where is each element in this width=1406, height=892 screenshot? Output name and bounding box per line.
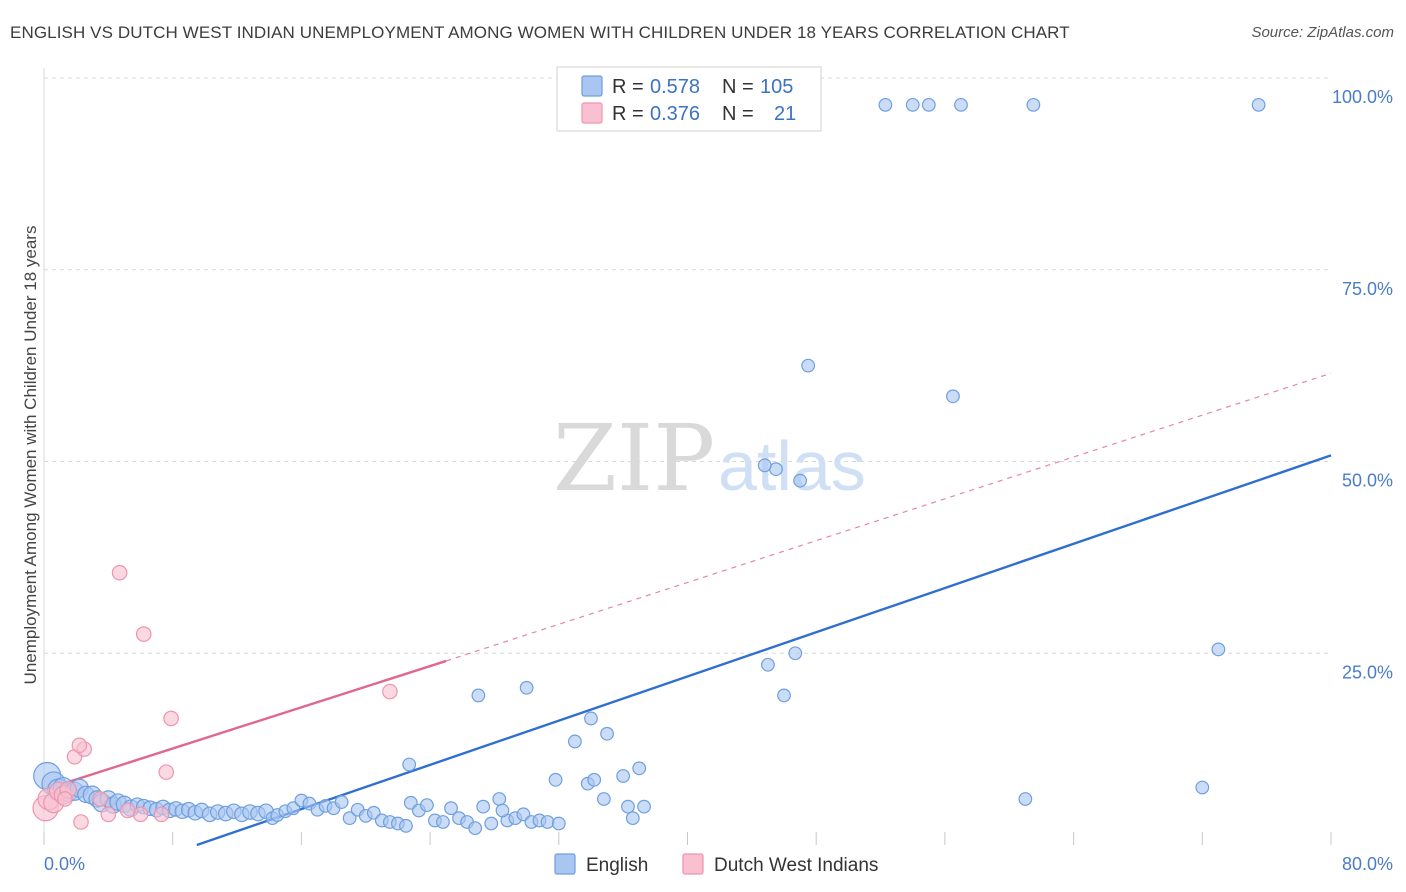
- point-dutch-14: [163, 710, 179, 727]
- point-english-83: [616, 769, 631, 783]
- point-dutch-11: [111, 564, 128, 581]
- point-english-77: [584, 711, 598, 726]
- point-english-45: [342, 811, 357, 826]
- point-dutch-18: [119, 802, 136, 819]
- point-dutch-16: [153, 806, 170, 823]
- point-english-73: [402, 757, 417, 772]
- point-english-81: [596, 792, 611, 806]
- bottom-legend-swatch-english: [554, 853, 576, 875]
- point-dutch-13: [158, 764, 175, 780]
- point-english-80: [587, 772, 602, 787]
- point-dutch-9: [92, 791, 109, 807]
- point-english-44: [334, 795, 349, 809]
- legend-r-value-english: 0.578: [650, 76, 700, 98]
- bottom-legend-english: English: [586, 855, 648, 876]
- trend-line-english: [196, 454, 1332, 847]
- legend-swatch-dutch: [581, 102, 603, 124]
- point-english-57: [436, 815, 450, 829]
- point-english-99: [954, 97, 968, 112]
- source-credit: Source: ZipAtlas.com: [1251, 24, 1394, 41]
- point-english-72: [495, 803, 510, 818]
- watermark: ZIP atlas: [553, 405, 866, 512]
- watermark-atlas: atlas: [718, 427, 866, 505]
- trend-line-dutch: [43, 659, 447, 791]
- legend-n-label-english: N =: [722, 76, 754, 98]
- legend-n-label-dutch: N =: [722, 103, 754, 125]
- point-english-101: [1251, 97, 1266, 112]
- point-dutch-8: [71, 737, 88, 754]
- point-english-70: [540, 815, 555, 829]
- legend-swatch-english: [581, 75, 603, 97]
- point-english-78: [600, 726, 614, 741]
- point-english-88: [788, 646, 803, 661]
- bottom-legend-swatch-dutch: [682, 853, 704, 875]
- point-english-64: [492, 792, 507, 806]
- point-english-75: [519, 680, 534, 695]
- point-english-74: [471, 688, 486, 703]
- point-english-58: [444, 801, 458, 816]
- point-english-100: [1026, 97, 1041, 112]
- legend-r-label-english: R =: [612, 76, 644, 98]
- y-tick-label-3: 100.0%: [1332, 87, 1393, 107]
- point-dutch-17: [73, 814, 89, 830]
- point-english-102: [1018, 792, 1033, 806]
- point-english-89: [761, 657, 775, 672]
- y-axis-label: Unemployment Among Women with Children U…: [21, 226, 40, 685]
- y-tick-label-0: 25.0%: [1342, 662, 1393, 682]
- point-english-90: [777, 688, 791, 703]
- point-english-87: [621, 799, 635, 814]
- ticks-layer: 25.0% 50.0% 75.0% 100.0% 0.0% 80.0%: [44, 87, 1393, 874]
- legend-box: R = 0.578 N = 105 R = 0.376 N = 21: [556, 66, 822, 132]
- y-tick-label-1: 50.0%: [1342, 471, 1393, 491]
- point-english-62: [476, 799, 491, 814]
- trend-layer: [43, 372, 1332, 847]
- bottom-legend: English Dutch West Indians: [554, 853, 878, 876]
- point-english-55: [419, 798, 434, 813]
- point-english-95: [757, 458, 772, 473]
- point-dutch-20: [57, 791, 73, 807]
- point-english-97: [905, 97, 920, 112]
- point-english-82: [548, 772, 563, 787]
- point-english-92: [946, 389, 960, 404]
- point-english-52: [399, 818, 413, 833]
- point-english-103: [1195, 780, 1210, 795]
- point-dutch-12: [135, 626, 152, 642]
- legend-r-label-dutch: R =: [612, 103, 644, 125]
- point-english-96: [921, 97, 936, 112]
- legend-n-value-english: 105: [760, 76, 793, 98]
- x-tick-label-1: 80.0%: [1342, 854, 1393, 874]
- point-english-98: [878, 97, 893, 112]
- point-english-91: [801, 358, 816, 373]
- legend-r-value-dutch: 0.376: [650, 103, 700, 125]
- point-english-84: [632, 761, 647, 776]
- point-english-71: [551, 816, 566, 831]
- point-english-104: [1211, 642, 1226, 657]
- point-english-61: [468, 821, 483, 836]
- y-tick-label-2: 75.0%: [1342, 279, 1393, 299]
- bottom-legend-dutch: Dutch West Indians: [714, 855, 878, 876]
- point-dutch-15: [132, 806, 149, 823]
- point-english-86: [637, 799, 651, 814]
- chart-title: ENGLISH VS DUTCH WEST INDIAN UNEMPLOYMEN…: [10, 23, 1070, 42]
- point-english-76: [567, 734, 582, 749]
- watermark-zip: ZIP: [553, 405, 715, 512]
- point-dutch-10: [100, 806, 117, 823]
- point-dutch-19: [382, 683, 398, 700]
- points-layer: [32, 97, 1266, 836]
- point-english-93: [793, 473, 808, 488]
- point-english-63: [484, 816, 499, 831]
- point-english-85: [625, 811, 640, 826]
- x-tick-label-0: 0.0%: [44, 854, 85, 874]
- legend-n-value-dutch: 21: [774, 103, 796, 125]
